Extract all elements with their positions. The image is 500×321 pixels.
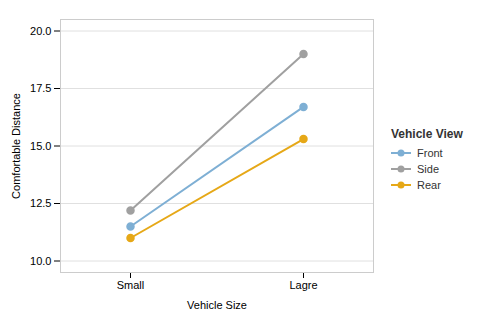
svg-text:20.0: 20.0	[30, 25, 51, 37]
svg-text:12.5: 12.5	[30, 197, 51, 209]
html-text:Front: Front	[417, 146, 443, 159]
html-text:Side: Side	[417, 162, 439, 175]
svg-text:Lagre: Lagre	[289, 279, 317, 291]
html-text:Vehicle View: Vehicle View	[391, 126, 463, 141]
svg-text:10.0: 10.0	[30, 255, 51, 267]
svg-text:Comfortable Distance: Comfortable Distance	[10, 93, 22, 199]
svg-text:Vehicle Size: Vehicle Size	[187, 299, 247, 311]
svg-text:17.5: 17.5	[30, 82, 51, 94]
svg-text:Small: Small	[117, 279, 145, 291]
html-text:Rear: Rear	[417, 178, 441, 191]
svg-text:15.0: 15.0	[30, 140, 51, 152]
